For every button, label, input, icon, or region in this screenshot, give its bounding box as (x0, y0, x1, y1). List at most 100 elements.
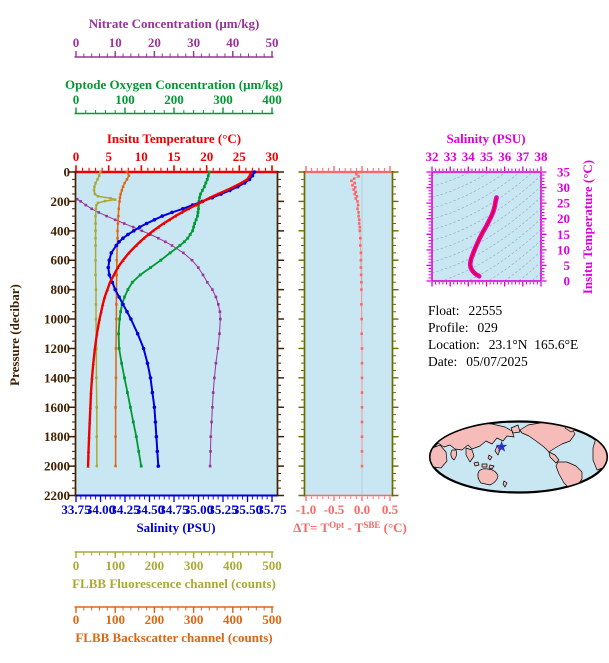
nitrate-axis-title: Nitrate Concentration (μm/kg) (88, 16, 260, 31)
svg-text:-0.5: -0.5 (324, 502, 345, 517)
curve-temperature (86, 170, 253, 468)
delta-t-tick-labels: -1.0 -0.5 0.0 0.5 (296, 502, 399, 517)
curve-salinity (106, 170, 257, 468)
svg-text:35.50: 35.50 (233, 502, 262, 517)
float-info-block: Float: 22555 Profile: 029 Location: 23.1°N … (428, 302, 578, 370)
svg-text:0: 0 (64, 165, 71, 180)
svg-text:34.75: 34.75 (159, 502, 189, 517)
date-value: 05/07/2025 (466, 354, 528, 369)
float-value: 22555 (468, 303, 503, 318)
svg-text:32: 32 (426, 149, 439, 164)
svg-text:40: 40 (226, 35, 239, 50)
svg-text:400: 400 (262, 92, 282, 107)
float-location-star (495, 440, 508, 452)
svg-text:34.25: 34.25 (110, 502, 140, 517)
svg-text:1800: 1800 (44, 429, 70, 444)
curve-delta-t (350, 170, 364, 468)
pressure-tick-labels: 0 200 400 600 800 1000 1200 1400 1600 1800 2000 220… (44, 165, 70, 504)
svg-text:1000: 1000 (44, 312, 70, 327)
curve-fluorescence (92, 170, 117, 468)
curve-ts (467, 195, 499, 279)
oxygen-axis-title: Optode Oxygen Concentration (μm/kg) (65, 77, 283, 92)
salinity-axis-title: Salinity (PSU) (136, 520, 216, 535)
svg-text:500: 500 (262, 612, 282, 627)
fluorescence-axis-title: FLBB Fluorescence channel (counts) (72, 576, 276, 591)
svg-text:36: 36 (498, 149, 512, 164)
svg-text:200: 200 (145, 612, 165, 627)
axis-fluorescence: 0 100 200 300 400 500 (73, 551, 282, 573)
pressure-axis-title: Pressure (decibar) (7, 284, 22, 386)
date-line: Date: 05/07/2025 (428, 353, 578, 370)
svg-text:100: 100 (105, 612, 125, 627)
svg-text:200: 200 (51, 194, 71, 209)
svg-text:0: 0 (73, 92, 80, 107)
svg-text:10: 10 (557, 242, 570, 257)
svg-text:-1.0: -1.0 (296, 502, 317, 517)
svg-text:0.0: 0.0 (354, 502, 370, 517)
svg-text:33.75: 33.75 (61, 502, 91, 517)
svg-text:25: 25 (557, 196, 571, 211)
svg-text:200: 200 (145, 558, 165, 573)
svg-text:34.00: 34.00 (86, 502, 115, 517)
svg-text:35: 35 (480, 149, 494, 164)
svg-text:300: 300 (184, 612, 204, 627)
svg-text:400: 400 (51, 223, 71, 238)
main-profile-panel: 0200400600800100012001400160018002000220… (44, 149, 287, 517)
profile-value: 029 (477, 320, 498, 335)
svg-text:30: 30 (557, 180, 570, 195)
svg-text:35.25: 35.25 (208, 502, 238, 517)
axis-oxygen: 0 100 200 300 400 (73, 92, 282, 115)
ts-temperature-axis-title: Insitu Temperature (°C) (580, 159, 595, 295)
svg-text:2200: 2200 (44, 488, 70, 503)
svg-text:400: 400 (223, 558, 243, 573)
temperature-axis-title: Insitu Temperature (°C) (106, 131, 242, 146)
svg-text:600: 600 (51, 253, 71, 268)
svg-text:300: 300 (184, 558, 204, 573)
salinity-tick-labels: 33.7534.0034.2534.5034.7535.0035.2535.50… (61, 502, 287, 517)
svg-text:38: 38 (535, 149, 549, 164)
svg-text:34.50: 34.50 (135, 502, 164, 517)
ts-salinity-axis-title: Salinity (PSU) (446, 131, 526, 146)
svg-text:20: 20 (200, 149, 213, 164)
location-label: Location: (428, 337, 480, 352)
svg-text:20: 20 (148, 35, 161, 50)
backscatter-axis-title: FLBB Backscatter channel (counts) (75, 630, 273, 645)
svg-text:35.00: 35.00 (184, 502, 213, 517)
svg-text:15: 15 (557, 227, 571, 242)
date-label: Date: (428, 354, 458, 369)
svg-text:100: 100 (115, 92, 135, 107)
float-label: Float: (428, 303, 460, 318)
svg-text:0.5: 0.5 (382, 502, 399, 517)
svg-text:35: 35 (557, 165, 571, 180)
svg-text:1600: 1600 (44, 400, 70, 415)
float-id-line: Float: 22555 (428, 302, 578, 319)
svg-text:2000: 2000 (44, 459, 70, 474)
profile-label: Profile: (428, 320, 469, 335)
svg-text:50: 50 (266, 35, 279, 50)
map-land (430, 422, 607, 490)
delta-t-panel: -1.0 -0.5 0.0 0.5 (296, 166, 399, 517)
curve-nitrate (75, 197, 222, 468)
svg-text:33: 33 (444, 149, 458, 164)
svg-text:20: 20 (557, 211, 570, 226)
svg-text:200: 200 (164, 92, 184, 107)
secondary-top-axes: 0 10 20 30 40 50 0 100 200 300 400 (73, 35, 282, 115)
axis-nitrate: 0 10 20 30 40 50 (73, 35, 279, 58)
svg-text:100: 100 (105, 558, 125, 573)
svg-text:500: 500 (262, 558, 282, 573)
svg-text:37: 37 (516, 149, 530, 164)
svg-text:1400: 1400 (44, 370, 70, 385)
svg-text:35.75: 35.75 (257, 502, 287, 517)
curve-oxygen (117, 170, 211, 468)
svg-text:300: 300 (213, 92, 233, 107)
svg-text:10: 10 (135, 149, 148, 164)
axis-backscatter: 0 100 200 300 400 500 (73, 606, 282, 627)
svg-text:10: 10 (109, 35, 122, 50)
location-line: Location: 23.1°N 165.6°E (428, 336, 578, 353)
svg-text:0: 0 (73, 149, 80, 164)
svg-text:0: 0 (73, 35, 80, 50)
ts-salinity-tick-labels: 32 33 34 35 36 37 38 (426, 149, 549, 164)
